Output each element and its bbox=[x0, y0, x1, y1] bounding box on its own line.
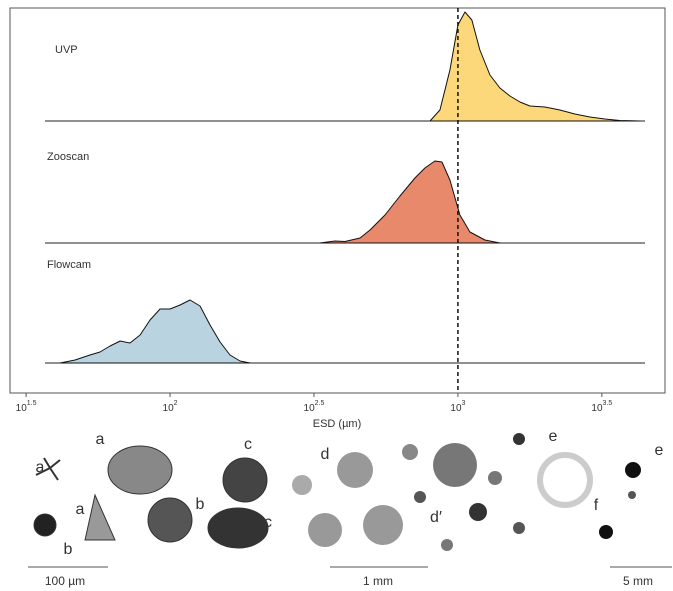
specimen-label: d′ bbox=[430, 509, 442, 526]
specimen-images bbox=[28, 433, 672, 568]
tick-base: 10 bbox=[304, 403, 316, 414]
specimen-label: d bbox=[321, 446, 330, 463]
x-tick-label: 103.5 bbox=[591, 400, 612, 414]
density-area bbox=[429, 11, 641, 122]
x-tick-label: 102 bbox=[163, 400, 178, 414]
tick-base: 10 bbox=[16, 403, 28, 414]
tick-exponent: 2.5 bbox=[315, 400, 325, 407]
specimen-label: b bbox=[64, 541, 73, 558]
specimen-label: a bbox=[76, 501, 85, 518]
tick-base: 10 bbox=[591, 403, 603, 414]
x-tick-label: 102.5 bbox=[304, 400, 325, 414]
specimen-label: e bbox=[549, 428, 558, 445]
scale-bar-label: 1 mm bbox=[363, 574, 393, 588]
specimen-label: f bbox=[594, 497, 599, 514]
series-label: Zooscan bbox=[47, 151, 89, 163]
scale-bar-label: 100 µm bbox=[45, 574, 85, 588]
density-area bbox=[59, 299, 251, 364]
scale-bar-label: 5 mm bbox=[623, 574, 653, 588]
specimen-label: c bbox=[264, 514, 272, 531]
specimen-label: a bbox=[96, 431, 105, 448]
tick-exponent: 3.5 bbox=[603, 400, 613, 407]
x-tick-label: 103 bbox=[450, 400, 465, 414]
specimen-label: c bbox=[244, 436, 252, 453]
tick-base: 10 bbox=[163, 403, 175, 414]
specimen-label: e bbox=[655, 442, 664, 459]
specimen-label: b bbox=[196, 496, 205, 513]
tick-exponent: 3 bbox=[462, 400, 466, 407]
x-tick-label: 101.5 bbox=[16, 400, 37, 414]
density-area bbox=[319, 160, 501, 244]
tick-base: 10 bbox=[450, 403, 462, 414]
plot-frame bbox=[9, 7, 666, 394]
series-label: UVP bbox=[55, 44, 78, 56]
tick-exponent: 2 bbox=[174, 400, 178, 407]
specimen-label: a bbox=[36, 459, 45, 476]
x-axis-label: ESD (µm) bbox=[313, 418, 362, 430]
series-label: Flowcam bbox=[47, 259, 91, 271]
tick-exponent: 1.5 bbox=[27, 400, 37, 407]
